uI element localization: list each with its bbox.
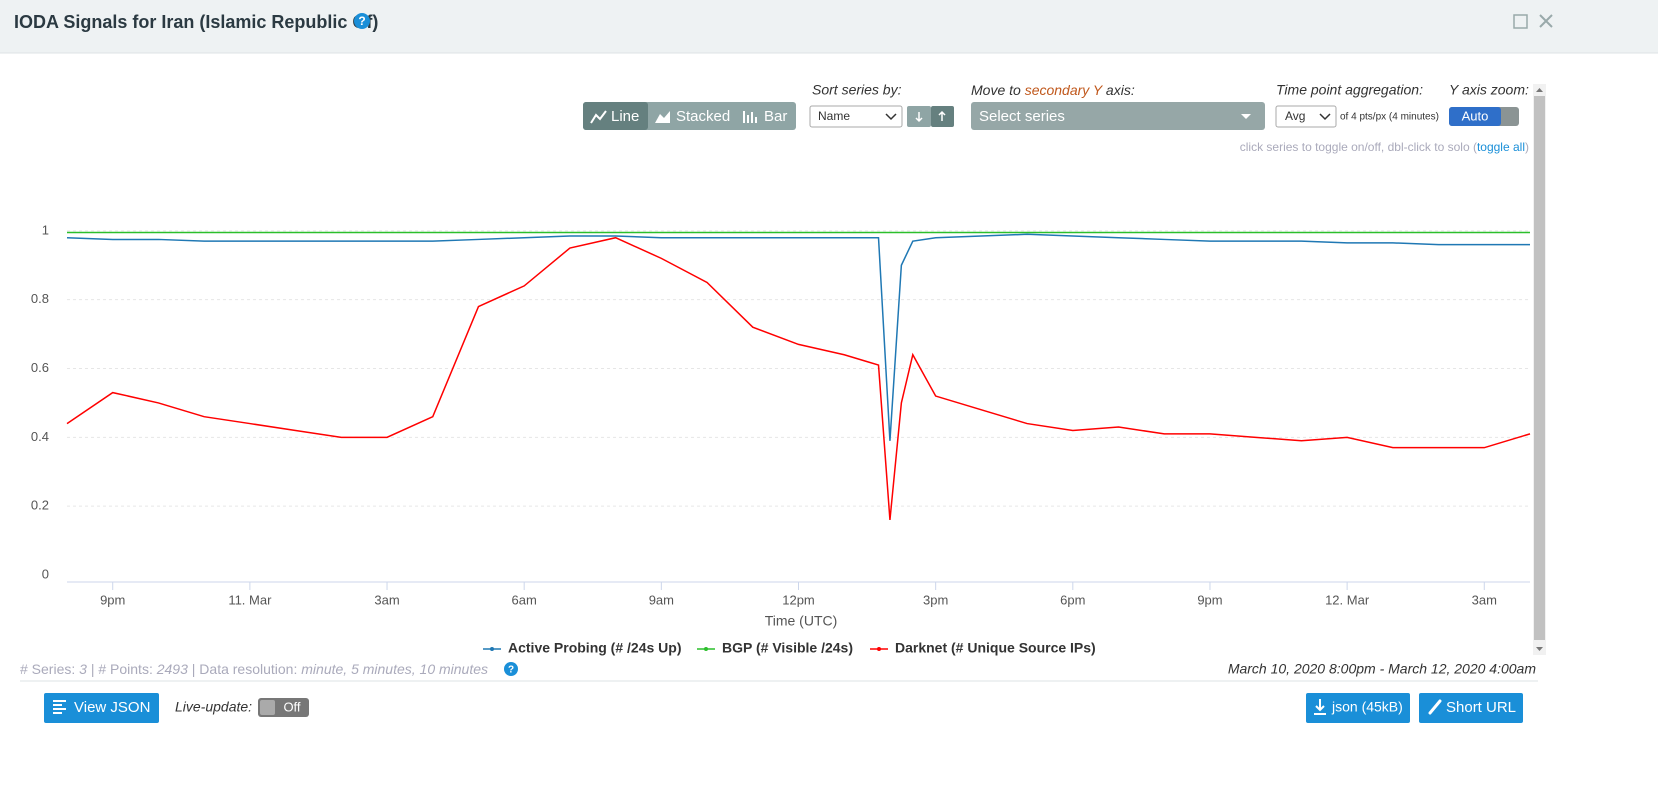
series-select[interactable] [971, 102, 1265, 130]
x-tick-label: 3am [1472, 592, 1497, 607]
toggle-knob [260, 700, 275, 715]
live-update-label: Live-update: [175, 699, 252, 715]
y-tick-label: 0.4 [31, 429, 49, 444]
chart-type-button[interactable]: Stacked [676, 108, 730, 125]
legend-dot [704, 647, 708, 651]
x-tick-label: 9am [649, 592, 674, 607]
view-json-text: View JSON [74, 699, 150, 716]
label-highlight: secondary Y [1025, 82, 1104, 98]
header-bar [0, 0, 1658, 53]
x-tick-label: 6am [512, 592, 537, 607]
chart-type-button[interactable]: Line [611, 108, 639, 125]
close-icon[interactable] [1539, 14, 1553, 28]
sort-select[interactable] [809, 105, 903, 128]
y-tick-label: 1 [42, 222, 49, 237]
line-icon [590, 110, 607, 124]
help-glyph: ? [508, 665, 514, 676]
area-icon [655, 111, 670, 123]
download-icon [1314, 699, 1326, 715]
y-tick-label: 0.8 [31, 291, 49, 306]
secondary-axis-label: Move to secondary Y axis: [971, 82, 1135, 98]
select-arrow [1319, 113, 1331, 121]
aggregation-label: Time point aggregation: [1276, 82, 1423, 98]
live-update-value: Off [283, 699, 300, 714]
stat-value: 3 [79, 661, 87, 677]
label-part: Move to [971, 82, 1021, 98]
x-tick-label: 9pm [1197, 592, 1222, 607]
stat-label: # Series: [20, 661, 75, 677]
x-axis-title: Time (UTC) [765, 613, 838, 629]
panel-title: IODA Signals for Iran (Islamic Republic … [14, 12, 378, 32]
select-arrow [1241, 114, 1251, 119]
date-range: March 10, 2020 8:00pm - March 12, 2020 4… [1228, 661, 1537, 677]
bar-icon [743, 111, 757, 123]
x-tick-label: 12pm [782, 592, 815, 607]
stat-label: | Data resolution: [192, 661, 298, 677]
sort-value: Name [818, 109, 850, 123]
view-json-button[interactable] [44, 693, 159, 723]
select-arrow [885, 113, 897, 121]
x-tick-label: 12. Mar [1325, 592, 1370, 607]
legend-entry[interactable]: Active Probing (# /24s Up) [508, 640, 681, 656]
sort-label: Sort series by: [812, 82, 902, 98]
x-tick-label: 9pm [100, 592, 125, 607]
legend-entry[interactable]: Darknet (# Unique Source IPs) [895, 640, 1096, 656]
short-url-button[interactable] [1419, 693, 1523, 723]
hint-text: click series to toggle on/off, dbl-click… [1240, 140, 1529, 154]
short-url-text: Short URL [1446, 699, 1516, 716]
series-select-text: Select series [979, 108, 1065, 125]
aggregation-note: of 4 pts/px (4 minutes) [1340, 112, 1439, 123]
legend-entry[interactable]: BGP (# Visible /24s) [722, 640, 853, 656]
x-tick-label: 6pm [1060, 592, 1085, 607]
edit-icon[interactable] [1513, 14, 1528, 29]
aggregation-value: Avg [1285, 109, 1305, 123]
zoom-toggle-on [1449, 107, 1501, 126]
help-glyph: ? [358, 14, 365, 28]
y-tick-label: 0 [42, 566, 49, 581]
scrollbar-thumb[interactable] [1534, 96, 1545, 640]
y-tick-label: 0.2 [31, 498, 49, 513]
footer-stats: # Series: 3 | # Points: 2493 | Data reso… [20, 661, 488, 677]
stat-value: 2493 [156, 661, 188, 677]
x-tick-label: 3am [374, 592, 399, 607]
link-icon [1428, 699, 1442, 715]
aggregation-select[interactable] [1275, 105, 1337, 128]
y-tick-label: 0.6 [31, 360, 49, 375]
series-line [66, 236, 1531, 521]
help-icon[interactable] [354, 13, 370, 29]
chart-type-active[interactable] [583, 102, 648, 130]
legend-dot [877, 647, 881, 651]
help-icon[interactable] [504, 662, 518, 676]
toggle-all-link[interactable]: toggle all [1477, 140, 1525, 154]
stat-value: minute, 5 minutes, 10 minutes [301, 661, 488, 677]
plot: 0 0.2 0.4 0.6 0.8 1 9pm 11. Mar 3am 6am 9am 12pm 3pm… [31, 222, 1531, 607]
hint: click series to toggle on/off, dbl-click… [1240, 140, 1477, 154]
zoom-label: Y axis zoom: [1449, 82, 1529, 98]
chart-type-button[interactable]: Bar [764, 108, 787, 125]
label-part: axis: [1106, 82, 1135, 98]
zoom-value: Auto [1462, 108, 1489, 123]
down-arrow [915, 112, 923, 123]
series-line [66, 233, 1530, 441]
x-tick-label: 11. Mar [228, 592, 272, 607]
list-icon [53, 700, 66, 714]
json-download-button[interactable] [1306, 693, 1410, 723]
legend: Active Probing (# /24s Up) BGP (# Visible… [483, 640, 1096, 656]
legend-dot [490, 647, 494, 651]
x-tick-label: 3pm [923, 592, 948, 607]
up-arrow [938, 110, 946, 121]
hint: ) [1525, 140, 1529, 154]
json-download-text: json (45kB) [1331, 699, 1403, 715]
stat-label: | # Points: [91, 661, 153, 677]
